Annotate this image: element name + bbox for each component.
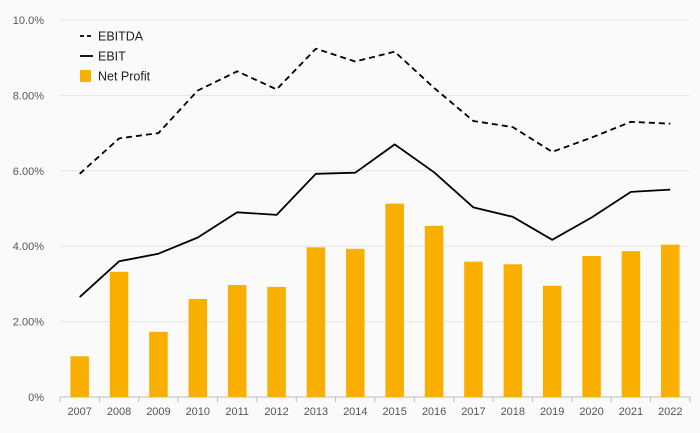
x-tick-label: 2021 [619,406,643,418]
x-tick-label: 2015 [382,406,406,418]
legend-swatch [80,70,91,82]
legend-item-ebitda: EBITDA [80,30,144,44]
legend: EBITDA EBIT Net Profit [80,30,151,84]
line-series [79,47,671,298]
x-tick-label: 2020 [579,406,603,418]
bar-2016 [424,225,444,397]
x-tick-label: 2014 [343,406,367,418]
legend-label: EBIT [98,50,126,64]
x-tick-label: 2017 [461,406,485,418]
y-tick-label: 6.00% [13,166,44,178]
bar-2009 [149,331,168,397]
ebit-line [79,143,671,298]
x-tick-label: 2022 [658,406,682,418]
x-tick-label: 2016 [422,406,446,418]
y-tick-label: 10.0% [13,15,44,27]
bar-2022 [661,244,680,397]
bar-2010 [188,298,208,397]
x-tick-label: 2009 [146,406,170,418]
x-tick-label: 2011 [225,406,249,418]
bar-2015 [385,203,404,397]
x-tick-label: 2012 [264,406,288,418]
legend-label: Net Profit [98,70,151,84]
x-tick-label: 2010 [186,406,210,418]
x-tick-label: 2008 [107,406,131,418]
ebitda-line [79,47,671,175]
x-tick-label: 2018 [501,406,525,418]
y-tick-label: 8.00% [13,90,44,102]
net-profit-bars [70,203,680,397]
bar-2008 [109,271,129,397]
x-tick-label: 2013 [304,406,328,418]
bar-2018 [503,264,523,397]
bar-2007 [70,356,89,397]
bar-2021 [621,251,641,397]
bar-2017 [464,261,483,397]
bar-2014 [346,248,365,397]
bar-2011 [227,285,247,397]
bar-2013 [306,247,326,397]
legend-item-ebit: EBIT [80,50,126,64]
bar-2020 [582,256,601,397]
y-axis-tick-labels: 0% 2.00% 4.00% 6.00% 8.00% 10.0% [13,15,44,404]
y-tick-label: 0% [28,392,44,404]
x-tick-label: 2019 [540,406,564,418]
x-axis: 2007 2008 2009 2010 2011 2012 2013 2014 2015 2016… [59,396,691,418]
y-tick-label: 4.00% [13,241,44,253]
x-tick-label: 2007 [67,406,91,418]
bar-2019 [542,285,562,397]
legend-item-net-profit: Net Profit [80,70,151,84]
y-tick-label: 2.00% [13,317,44,329]
legend-label: EBITDA [98,30,144,44]
bar-2012 [267,286,286,397]
